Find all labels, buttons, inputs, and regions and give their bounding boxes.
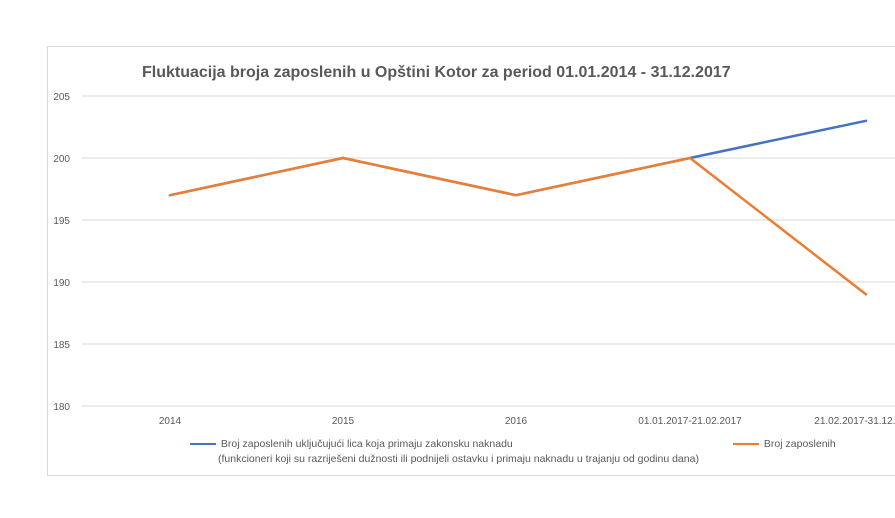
chart-title: Fluktuacija broja zaposlenih u Opštini K… bbox=[142, 64, 731, 81]
legend-label-series-1: Broj zaposlenih uključujući lica koja pr… bbox=[220, 438, 513, 450]
chart-frame bbox=[47, 46, 895, 476]
legend-label-series-2: Broj zaposlenih bbox=[763, 438, 836, 450]
y-tick-label: 180 bbox=[53, 402, 70, 413]
legend-swatch-series-2 bbox=[733, 443, 759, 446]
y-tick-label: 185 bbox=[53, 340, 70, 351]
x-tick-label: 2016 bbox=[505, 416, 528, 427]
y-tick-label: 205 bbox=[53, 92, 70, 103]
legend-item-series-1: Broj zaposlenih uključujući lica koja pr… bbox=[190, 438, 699, 465]
y-tick-label: 200 bbox=[53, 154, 70, 165]
y-tick-label: 195 bbox=[53, 216, 70, 227]
legend-item-series-2: Broj zaposlenih bbox=[733, 438, 836, 450]
x-tick-label: 2015 bbox=[332, 416, 355, 427]
legend-note-series-1: (funkcioneri koji su razriješeni dužnost… bbox=[218, 453, 699, 465]
legend-swatch-series-1 bbox=[190, 443, 216, 446]
y-tick-label: 190 bbox=[53, 278, 70, 289]
x-tick-label: 21.02.2017-31.12.2017 bbox=[814, 416, 895, 427]
series-line-2 bbox=[168, 156, 868, 296]
x-tick-label: 2014 bbox=[159, 416, 182, 427]
x-tick-label: 01.01.2017-21.02.2017 bbox=[638, 416, 742, 427]
